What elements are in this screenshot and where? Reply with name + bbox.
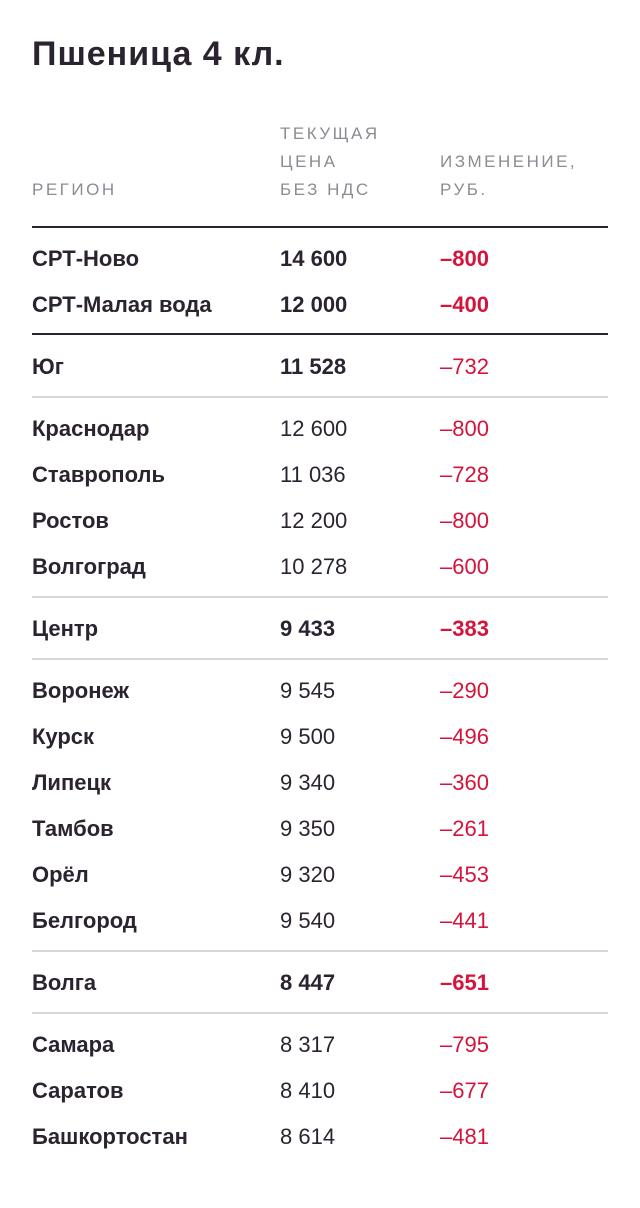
price-cell: 11 036 [280,462,346,487]
table-row: Липецк 9 340 –360 [0,760,640,806]
price-cell: 8 614 [280,1124,336,1149]
price-cell: 8 410 [280,1078,336,1103]
change-cell: –360 [440,770,489,795]
price-cell: 9 545 [280,678,336,703]
price-cell: 12 200 [280,508,348,533]
table-row: Башкортостан 8 614 –481 [0,1114,640,1160]
region-cell: СРТ-Ново [32,246,140,271]
region-cell: Воронеж [32,678,130,703]
price-cell: 9 350 [280,816,336,841]
region-cell: Волга [32,970,97,995]
table-row: СРТ-Малая вода 12 000 –400 [0,282,640,328]
change-cell: –400 [440,292,489,317]
change-cell: –383 [440,616,489,641]
price-cell: 12 000 [280,292,348,317]
change-cell: –728 [440,462,489,487]
price-cell: 12 600 [280,416,348,441]
change-cell: –732 [440,354,489,379]
section-divider [32,1012,608,1014]
region-cell: Саратов [32,1078,124,1103]
price-cell: 11 528 [280,354,347,379]
change-cell: –290 [440,678,489,703]
region-cell: Курск [32,724,95,749]
table-row: Краснодар 12 600 –800 [0,406,640,452]
price-cell: 9 540 [280,908,336,933]
table-row: Саратов 8 410 –677 [0,1068,640,1114]
section-divider [32,658,608,660]
column-header-change: ИЗМЕНЕНИЕ, РУБ. [440,152,578,199]
change-cell: –800 [440,246,489,271]
table-row: Белгород 9 540 –441 [0,898,640,944]
section-divider [32,596,608,598]
change-cell: –800 [440,508,489,533]
price-cell: 9 500 [280,724,336,749]
table-row: Тамбов 9 350 –261 [0,806,640,852]
price-cell: 9 340 [280,770,336,795]
region-cell: Самара [32,1032,115,1057]
table-row: Курск 9 500 –496 [0,714,640,760]
table-row-group-total: Волга 8 447 –651 [0,960,640,1006]
table-row: Самара 8 317 –795 [0,1022,640,1068]
change-cell: –677 [440,1078,489,1103]
column-header-region: РЕГИОН [32,180,117,199]
change-cell: –795 [440,1032,489,1057]
price-cell: 9 433 [280,616,336,641]
region-cell: Белгород [32,908,137,933]
change-cell: –261 [440,816,489,841]
column-header-price: ТЕКУЩАЯ ЦЕНА БЕЗ НДС [280,124,380,199]
region-cell: Юг [32,354,64,379]
section-divider [32,333,608,335]
table-row: Волгоград 10 278 –600 [0,544,640,590]
change-cell: –481 [440,1124,489,1149]
price-cell: 14 600 [280,246,348,271]
region-cell: Орёл [32,862,89,887]
table-row: Ставрополь 11 036 –728 [0,452,640,498]
price-cell: 10 278 [280,554,348,579]
header-divider [32,226,608,228]
change-cell: –441 [440,908,489,933]
region-cell: Волгоград [32,554,146,579]
price-cell: 8 317 [280,1032,336,1057]
change-cell: –651 [440,970,489,995]
region-cell: Башкортостан [32,1124,188,1149]
table-row: Воронеж 9 545 –290 [0,668,640,714]
change-cell: –800 [440,416,489,441]
region-cell: Липецк [32,770,112,795]
region-cell: Ростов [32,508,109,533]
section-divider [32,396,608,398]
table-row: СРТ-Ново 14 600 –800 [0,236,640,282]
price-cell: 8 447 [280,970,336,995]
section-divider [32,950,608,952]
change-cell: –453 [440,862,489,887]
change-cell: –496 [440,724,489,749]
price-cell: 9 320 [280,862,336,887]
page-title: Пшеница 4 кл. [32,35,285,73]
region-cell: СРТ-Малая вода [32,292,212,317]
table-row: Ростов 12 200 –800 [0,498,640,544]
table-header: РЕГИОН ТЕКУЩАЯ ЦЕНА БЕЗ НДС ИЗМЕНЕНИЕ, Р… [0,118,640,228]
region-cell: Тамбов [32,816,114,841]
change-cell: –600 [440,554,489,579]
region-cell: Центр [32,616,99,641]
table-row-group-total: Юг 11 528 –732 [0,344,640,390]
table-row: Орёл 9 320 –453 [0,852,640,898]
region-cell: Ставрополь [32,462,165,487]
table-row-group-total: Центр 9 433 –383 [0,606,640,652]
region-cell: Краснодар [32,416,150,441]
